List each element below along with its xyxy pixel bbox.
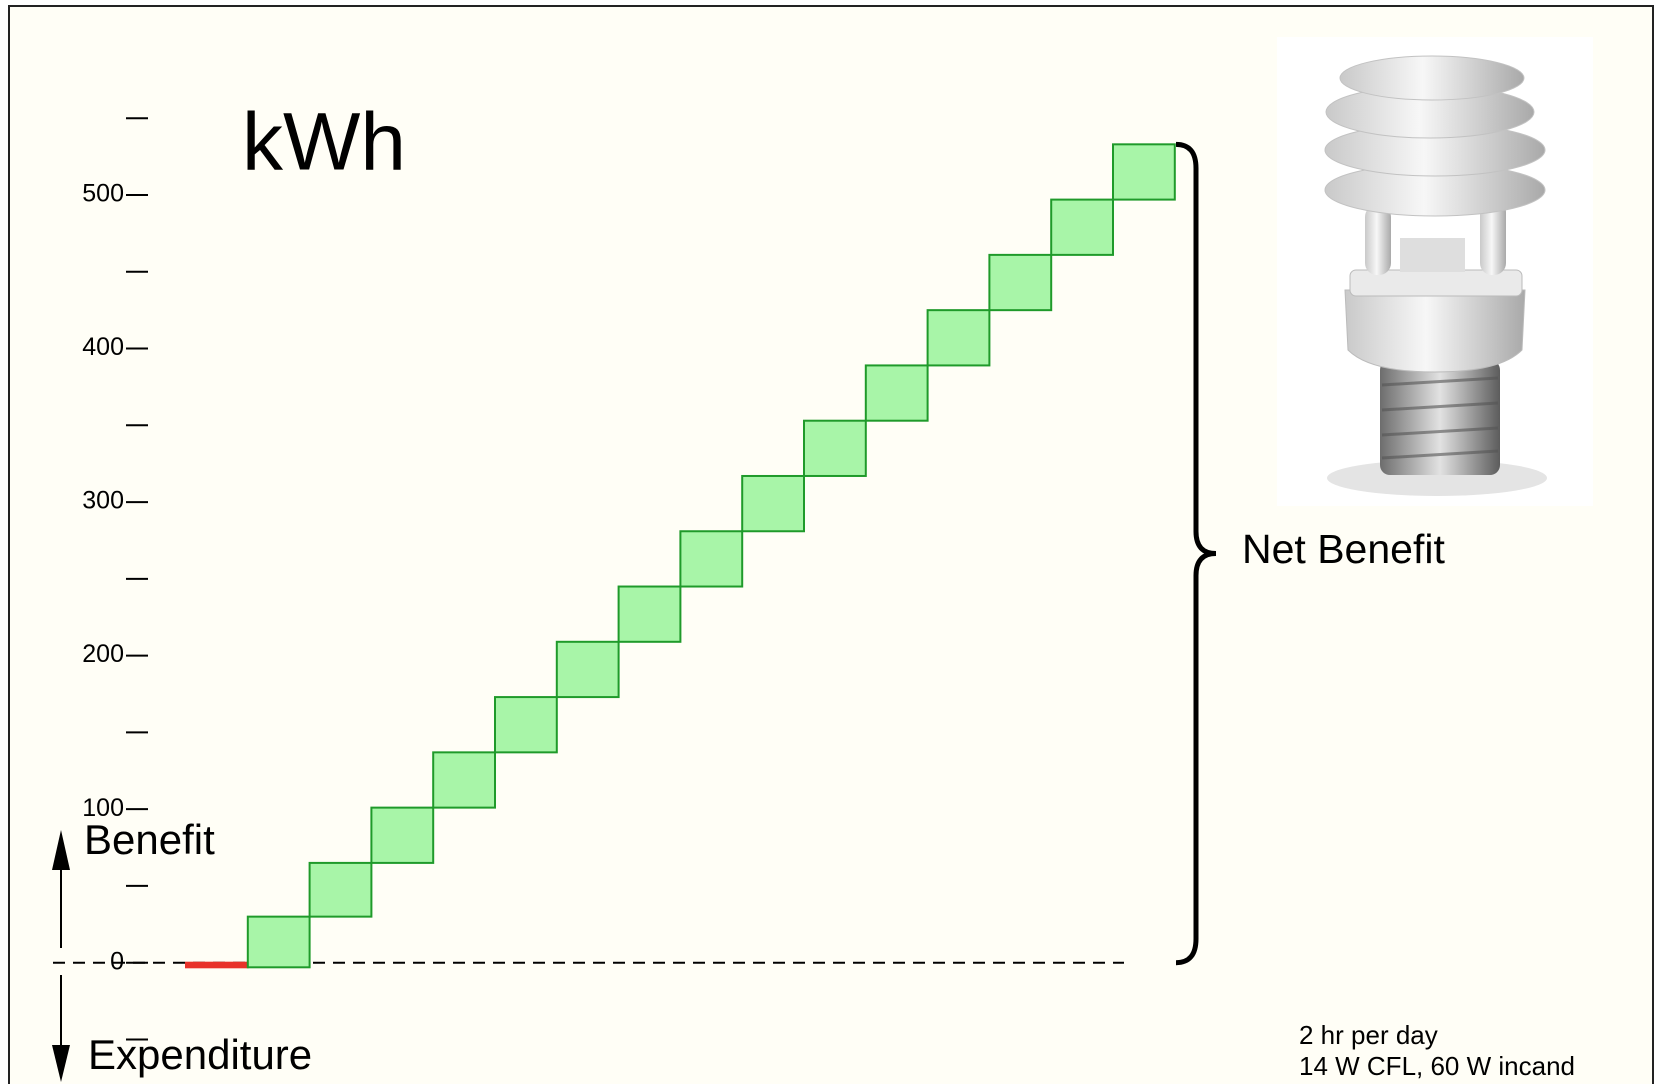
y-tick-label: 300 bbox=[82, 487, 124, 515]
benefit-step bbox=[1050, 198, 1114, 256]
y-tick-label: 500 bbox=[82, 180, 124, 208]
y-tick-label: 200 bbox=[82, 640, 124, 668]
note: 2 hr per day bbox=[1299, 1020, 1438, 1050]
y-tick-label: 400 bbox=[82, 333, 124, 361]
chart-title: kWh bbox=[242, 97, 406, 188]
benefit-step bbox=[679, 530, 744, 588]
benefit-step bbox=[432, 751, 497, 809]
net-benefit-label: Net Benefit bbox=[1242, 526, 1445, 572]
expenditure-arrow bbox=[52, 975, 70, 1082]
benefit-label: Benefit bbox=[84, 816, 215, 863]
benefit-step bbox=[308, 861, 373, 918]
benefit-step bbox=[1112, 143, 1176, 201]
benefit-step bbox=[988, 253, 1053, 312]
benefit-step bbox=[864, 364, 929, 422]
expenditure-label: Expenditure bbox=[88, 1031, 312, 1078]
benefit-step bbox=[370, 806, 435, 864]
benefit-step bbox=[494, 696, 558, 754]
benefit-step bbox=[741, 474, 806, 533]
benefit-step bbox=[617, 585, 682, 643]
bulb-picture bbox=[1277, 37, 1593, 506]
benefit-arrow bbox=[52, 830, 70, 948]
y-tick-label: 0 bbox=[110, 947, 124, 975]
note: 14 W CFL, 60 W incand bbox=[1299, 1051, 1575, 1081]
benefit-step bbox=[803, 419, 867, 477]
benefit-step bbox=[926, 309, 991, 367]
net-benefit-brace bbox=[1175, 141, 1217, 966]
y-tick-label: 100 bbox=[82, 794, 124, 822]
benefit-step bbox=[246, 915, 311, 969]
benefit-step bbox=[555, 640, 620, 699]
expenditure-bar bbox=[185, 961, 249, 969]
